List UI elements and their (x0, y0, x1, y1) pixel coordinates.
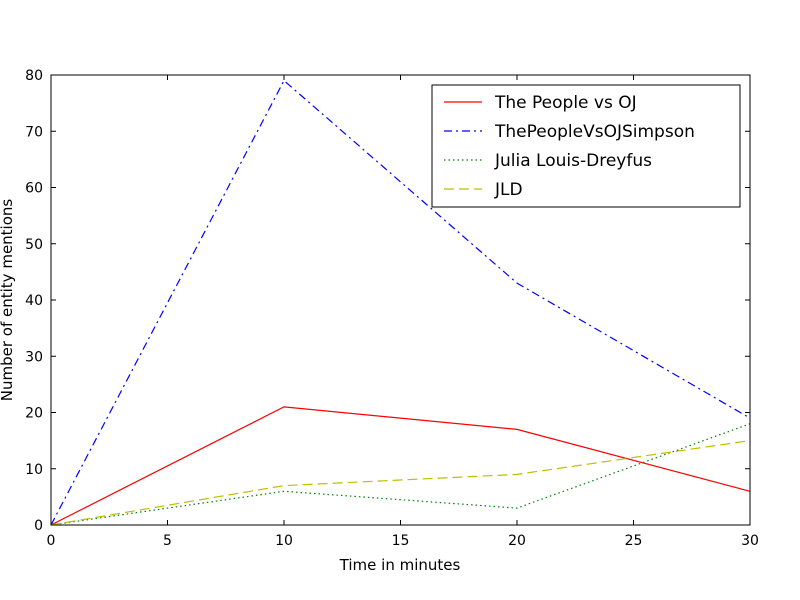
y-tick-label: 40 (25, 293, 43, 309)
series-line-the-people-vs-oj (50, 406, 751, 526)
y-tick-label: 0 (34, 518, 43, 534)
y-tick-label: 10 (25, 462, 43, 478)
x-tick-label: 20 (508, 533, 526, 549)
series-line-jld (50, 440, 751, 526)
legend-label-julia-louis-dreyfus: Julia Louis-Dreyfus (494, 151, 652, 171)
legend-label-jld: JLD (494, 180, 523, 200)
y-tick-label: 20 (25, 406, 43, 422)
y-tick-label: 50 (25, 237, 43, 253)
x-tick-label: 30 (741, 533, 759, 549)
y-tick-label: 30 (25, 349, 43, 365)
y-tick-label: 70 (25, 124, 43, 140)
y-tick-label: 80 (25, 68, 43, 84)
x-axis-title: Time in minutes (339, 556, 461, 574)
x-tick-label: 0 (47, 533, 56, 549)
series-lines (50, 79, 751, 526)
y-axis-title: Number of entity mentions (0, 199, 16, 402)
legend: The People vs OJ ThePeopleVsOJSimpson Juli… (431, 84, 741, 208)
legend-label-thepeoplevsojsimpson: ThePeopleVsOJSimpson (494, 122, 695, 142)
axis-ticks: 0 5 10 15 20 25 30 0 10 20 30 40 50 60 70 80 (25, 68, 759, 549)
y-tick-label: 60 (25, 181, 43, 197)
series-line-julia-louis-dreyfus (50, 423, 751, 526)
x-tick-label: 25 (625, 533, 643, 549)
legend-box (431, 84, 741, 208)
x-tick-label: 10 (275, 533, 293, 549)
legend-label-the-people-vs-oj: The People vs OJ (494, 93, 637, 113)
x-tick-label: 15 (392, 533, 410, 549)
x-tick-label: 5 (163, 533, 172, 549)
